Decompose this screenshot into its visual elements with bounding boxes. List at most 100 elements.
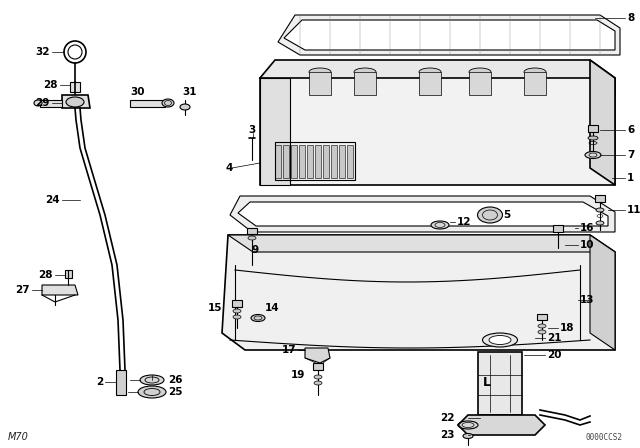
Text: M70: M70 xyxy=(8,432,29,442)
Polygon shape xyxy=(354,72,376,95)
Text: 28: 28 xyxy=(44,80,58,90)
Text: 20: 20 xyxy=(547,350,561,360)
Polygon shape xyxy=(260,78,290,185)
Polygon shape xyxy=(478,352,522,415)
Polygon shape xyxy=(469,72,491,95)
Polygon shape xyxy=(588,125,598,132)
Text: 10: 10 xyxy=(580,240,595,250)
Text: 5: 5 xyxy=(503,210,510,220)
Text: 21: 21 xyxy=(547,333,561,343)
Polygon shape xyxy=(238,202,608,226)
Polygon shape xyxy=(70,82,80,92)
Text: 22: 22 xyxy=(440,413,455,423)
Polygon shape xyxy=(419,72,441,95)
Text: 1: 1 xyxy=(627,173,634,183)
Polygon shape xyxy=(331,145,337,178)
Text: 23: 23 xyxy=(440,430,455,440)
Ellipse shape xyxy=(66,97,84,107)
Text: 12: 12 xyxy=(457,217,472,227)
Polygon shape xyxy=(65,270,72,278)
Ellipse shape xyxy=(233,309,241,313)
Polygon shape xyxy=(222,235,615,350)
Ellipse shape xyxy=(34,100,42,106)
Polygon shape xyxy=(299,145,305,178)
Ellipse shape xyxy=(596,208,604,212)
Polygon shape xyxy=(458,415,545,435)
Text: 13: 13 xyxy=(580,295,595,305)
Text: 27: 27 xyxy=(15,285,30,295)
Ellipse shape xyxy=(588,136,598,140)
Text: 11: 11 xyxy=(627,205,640,215)
Polygon shape xyxy=(524,72,546,95)
Polygon shape xyxy=(116,370,126,395)
Polygon shape xyxy=(130,100,165,107)
Polygon shape xyxy=(232,300,242,307)
Text: 18: 18 xyxy=(560,323,575,333)
Ellipse shape xyxy=(524,68,546,76)
Polygon shape xyxy=(42,285,78,295)
Text: 9: 9 xyxy=(252,245,259,255)
Ellipse shape xyxy=(431,221,449,229)
Ellipse shape xyxy=(354,68,376,76)
Polygon shape xyxy=(291,145,297,178)
Text: 14: 14 xyxy=(265,303,280,313)
Text: 28: 28 xyxy=(38,270,53,280)
Text: 31: 31 xyxy=(182,87,196,97)
Polygon shape xyxy=(307,145,313,178)
Polygon shape xyxy=(315,145,321,178)
Ellipse shape xyxy=(585,151,601,159)
Text: 15: 15 xyxy=(207,303,222,313)
Polygon shape xyxy=(313,363,323,370)
Polygon shape xyxy=(309,72,331,95)
Polygon shape xyxy=(590,235,615,350)
Text: 26: 26 xyxy=(168,375,182,385)
Ellipse shape xyxy=(314,381,322,385)
Ellipse shape xyxy=(162,99,174,107)
Polygon shape xyxy=(228,235,615,252)
Ellipse shape xyxy=(314,375,322,379)
Text: 7: 7 xyxy=(627,150,634,160)
Text: 32: 32 xyxy=(35,47,50,57)
Ellipse shape xyxy=(309,68,331,76)
Polygon shape xyxy=(339,145,345,178)
Ellipse shape xyxy=(180,104,190,110)
Ellipse shape xyxy=(596,221,604,225)
Text: 29: 29 xyxy=(36,98,50,108)
Text: 6: 6 xyxy=(627,125,634,135)
Text: 24: 24 xyxy=(45,195,60,205)
Polygon shape xyxy=(260,78,615,185)
Text: 17: 17 xyxy=(282,345,296,355)
Polygon shape xyxy=(305,348,330,363)
Polygon shape xyxy=(260,60,615,95)
Text: 16: 16 xyxy=(580,223,595,233)
Ellipse shape xyxy=(489,336,511,345)
Text: 8: 8 xyxy=(627,13,634,23)
Ellipse shape xyxy=(538,324,546,328)
Ellipse shape xyxy=(463,434,473,439)
Polygon shape xyxy=(278,15,620,55)
Ellipse shape xyxy=(477,207,502,223)
Ellipse shape xyxy=(419,68,441,76)
Ellipse shape xyxy=(483,333,518,347)
Text: 3: 3 xyxy=(248,125,255,135)
Polygon shape xyxy=(284,20,615,50)
Text: 19: 19 xyxy=(291,370,305,380)
Ellipse shape xyxy=(140,375,164,385)
Ellipse shape xyxy=(233,315,241,319)
Polygon shape xyxy=(230,196,615,232)
Ellipse shape xyxy=(248,236,256,240)
Polygon shape xyxy=(553,225,563,232)
Polygon shape xyxy=(537,314,547,320)
Polygon shape xyxy=(283,145,289,178)
Text: 2: 2 xyxy=(96,377,103,387)
Text: 4: 4 xyxy=(225,163,232,173)
Text: L: L xyxy=(483,375,491,388)
Polygon shape xyxy=(323,145,329,178)
Polygon shape xyxy=(40,100,62,107)
Ellipse shape xyxy=(538,330,546,334)
Ellipse shape xyxy=(138,386,166,398)
Ellipse shape xyxy=(251,314,265,322)
Polygon shape xyxy=(347,145,353,178)
Text: 25: 25 xyxy=(168,387,182,397)
Polygon shape xyxy=(275,145,281,178)
